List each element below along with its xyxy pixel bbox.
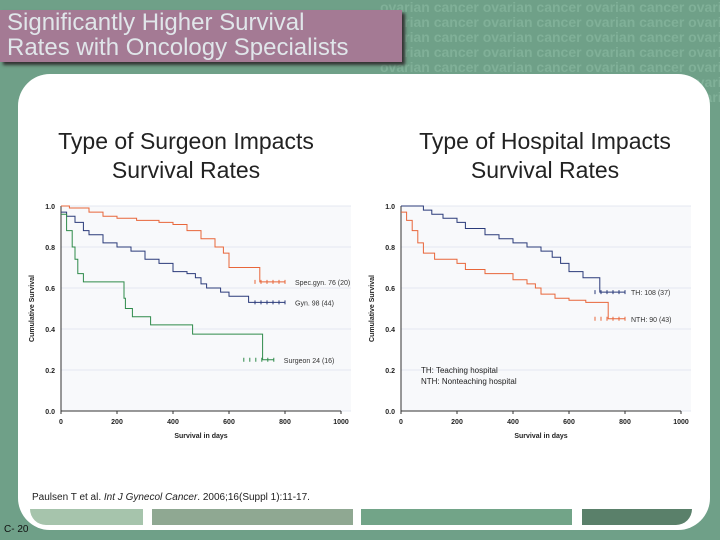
x-tick-label: 1000 (673, 419, 689, 426)
x-axis-label: Survival in days (514, 433, 567, 440)
series-label: NTH: 90 (43) (631, 317, 671, 324)
y-tick-label: 0.0 (45, 409, 55, 416)
y-tick-label: 0.6 (45, 286, 55, 293)
chart-surgeon: 0.0 0.2 0.4 0.6 0.8 1.0 0 200 400 600 800 1000 Survi… (29, 204, 351, 440)
y-tick-label: 0.2 (45, 368, 55, 375)
x-tick-label: 0 (59, 419, 63, 426)
survival-curve (401, 211, 625, 320)
survival-curve (61, 205, 285, 283)
slide-number: C- 20 (4, 524, 29, 535)
series-label: Surgeon 24 (16) (284, 358, 335, 365)
survival-curve (61, 213, 274, 361)
y-tick-label: 0.4 (45, 327, 55, 334)
y-tick-label: 0.2 (385, 368, 395, 375)
footer-bar-4 (582, 509, 692, 525)
x-tick-label: 400 (507, 419, 519, 426)
plot-area (61, 206, 351, 411)
chart-title-hospital: Type of Hospital Impacts Survival Rates (419, 128, 671, 183)
footer-bar-3 (361, 509, 572, 525)
x-tick-label: 1000 (333, 419, 349, 426)
x-axis-label: Survival in days (174, 433, 227, 440)
footer-bar-1 (30, 509, 143, 525)
y-axis-label: Cumulative Survival (29, 275, 36, 342)
footer-bar-2 (152, 509, 353, 525)
y-tick-label: 1.0 (385, 204, 395, 211)
y-tick-label: 0.0 (385, 409, 395, 416)
y-tick-label: 0.6 (385, 286, 395, 293)
series-label: TH: 108 (37) (631, 290, 670, 297)
slide-title: Significantly Higher Survival Rates with … (0, 10, 402, 62)
survival-curve (401, 205, 625, 293)
annotation: TH: Teaching hospital (421, 366, 498, 375)
series-label: Gyn. 98 (44) (295, 300, 334, 307)
y-tick-label: 0.8 (45, 245, 55, 252)
x-tick-label: 400 (167, 419, 179, 426)
x-tick-label: 600 (563, 419, 575, 426)
survival-curve (61, 211, 285, 303)
chart-hospital: 0.0 0.2 0.4 0.6 0.8 1.0 0 200 400 600 800 1000 Survi… (369, 204, 691, 440)
x-tick-label: 200 (451, 419, 463, 426)
plot-area (401, 206, 691, 411)
y-tick-label: 0.8 (385, 245, 395, 252)
x-tick-label: 800 (279, 419, 291, 426)
x-tick-label: 800 (619, 419, 631, 426)
y-axis-label: Cumulative Survival (369, 275, 376, 342)
citation: Paulsen T et al. Int J Gynecol Cancer. 2… (32, 492, 310, 503)
y-tick-label: 0.4 (385, 327, 395, 334)
x-tick-label: 600 (223, 419, 235, 426)
x-tick-label: 0 (399, 419, 403, 426)
chart-title-surgeon: Type of Surgeon Impacts Survival Rates (58, 128, 314, 183)
series-label: Spec.gyn. 76 (20) (295, 280, 350, 287)
x-tick-label: 200 (111, 419, 123, 426)
y-tick-label: 1.0 (45, 204, 55, 211)
annotation: NTH: Nonteaching hospital (421, 377, 517, 386)
